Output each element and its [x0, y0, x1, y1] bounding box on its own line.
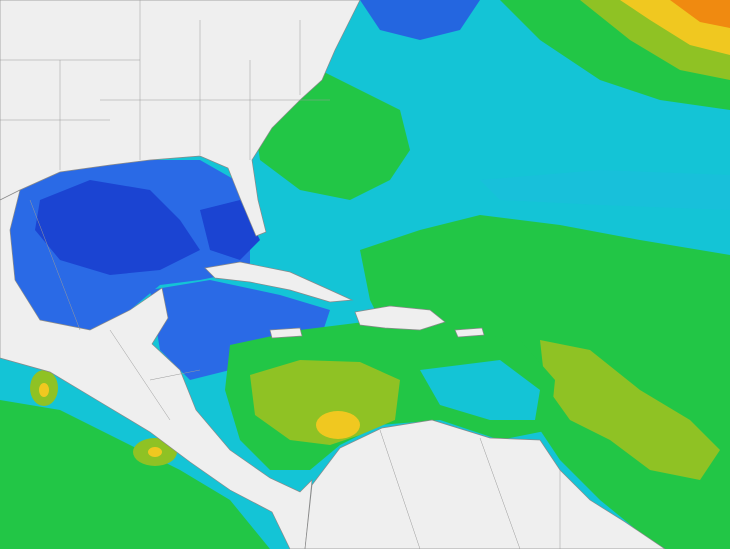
land-north-america: [0, 0, 361, 237]
wave-field-cyan: [420, 360, 540, 420]
wave-field-dark-blue: [200, 200, 260, 260]
wave-field-blue: [150, 280, 330, 380]
wave-field-yellow-green: [540, 340, 720, 480]
wave-field-blue: [360, 0, 480, 40]
wave-field-cyan: [480, 170, 730, 210]
wave-field-yellow: [39, 383, 49, 397]
land-jamaica: [269, 327, 303, 339]
wave-field-yellow-green: [250, 360, 400, 445]
wave-field-orange: [670, 0, 730, 28]
political-borders: [0, 0, 561, 549]
land-central-america: [0, 189, 313, 549]
wave-field-yellow: [316, 411, 360, 439]
wave-field-yellow: [148, 447, 162, 457]
land-south-america: [304, 419, 666, 549]
land-puerto-rico: [454, 327, 485, 338]
land-cuba: [204, 261, 354, 303]
land-hispaniola: [354, 305, 446, 331]
wave-field-dark-blue: [35, 180, 200, 275]
